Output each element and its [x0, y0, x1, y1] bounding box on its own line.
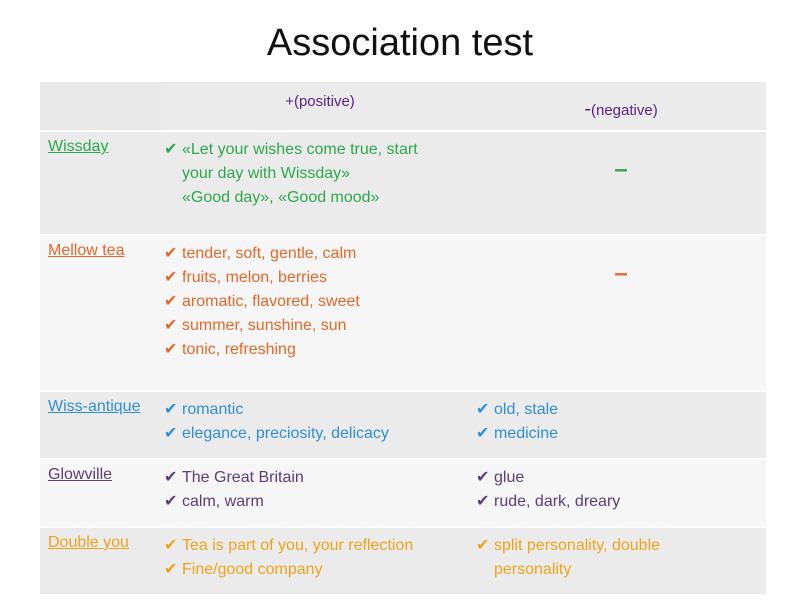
list-item: ✔ old, stale [476, 398, 766, 422]
negative-cell: ✔ glue ✔ rude, dark, dreary [476, 460, 766, 528]
header-negative-sign: - [584, 97, 591, 120]
list-item: ✔ fruits, melon, berries [164, 266, 476, 290]
list-item: ✔ tonic, refreshing [164, 338, 476, 362]
check-icon: ✔ [476, 425, 490, 442]
list-item: ✔ Fine/good company [164, 558, 476, 582]
check-icon: ✔ [164, 561, 178, 578]
dash-icon: – [614, 156, 628, 183]
association-table: +(positive) -(negative) Wissday ✔ «Let yo… [40, 82, 766, 596]
list-item: ✔ aromatic, flavored, sweet [164, 290, 476, 314]
brand-link[interactable]: Glowville [40, 460, 164, 528]
negative-cell: ✔ old, stale ✔ medicine [476, 392, 766, 460]
positive-cell: ✔ romantic ✔ elegance, preciosity, delicac… [164, 392, 476, 460]
list-item: ✔ Tea is part of you, your reflection [164, 534, 476, 558]
check-icon: ✔ [476, 493, 490, 510]
list-item: ✔ romantic [164, 398, 476, 422]
list-item: ✔ split personality, double [476, 534, 766, 558]
brand-link[interactable]: Mellow tea [40, 236, 164, 392]
table-row-wissday: Wissday ✔ «Let your wishes come true, sta… [40, 132, 766, 236]
negative-cell: – [476, 236, 766, 392]
header-negative: -(negative) [476, 82, 766, 132]
check-icon: ✔ [164, 493, 178, 510]
list-item: ✔ glue [476, 466, 766, 490]
check-icon: ✔ [164, 537, 178, 554]
check-icon: ✔ [476, 537, 490, 554]
positive-cell: ✔ Tea is part of you, your reflection ✔ Fi… [164, 528, 476, 596]
page-title: Association test [266, 22, 534, 64]
table-row-wiss-antique: Wiss-antique ✔ romantic ✔ elegance, precio… [40, 392, 766, 460]
table-row-mellow-tea: Mellow tea ✔ tender, soft, gentle, calm ✔… [40, 236, 766, 392]
header-brand-cell [40, 82, 164, 132]
positive-cell: ✔ tender, soft, gentle, calm ✔ fruits, mel… [164, 236, 476, 392]
header-negative-label: (negative) [590, 101, 658, 119]
check-icon: ✔ [164, 317, 178, 334]
dash-icon: – [614, 260, 628, 287]
list-item: ✔ «Let your wishes come true, start [164, 138, 476, 162]
header-positive-label: +(positive) [285, 92, 355, 110]
list-item: ✔ medicine [476, 422, 766, 446]
table-row-glowville: Glowville ✔ The Great Britain ✔ calm, warm… [40, 460, 766, 528]
check-icon: ✔ [164, 141, 178, 158]
check-icon: ✔ [164, 245, 178, 262]
brand-link[interactable]: Wiss-antique [40, 392, 164, 460]
positive-cell: ✔ «Let your wishes come true, start your … [164, 132, 476, 236]
list-item: ✔ The Great Britain [164, 466, 476, 490]
check-icon: ✔ [164, 425, 178, 442]
check-icon: ✔ [476, 401, 490, 418]
check-icon: ✔ [164, 401, 178, 418]
negative-cell: – [476, 132, 766, 236]
list-item: ✔ rude, dark, dreary [476, 490, 766, 514]
brand-link[interactable]: Double you [40, 528, 164, 596]
list-item: ✔ elegance, preciosity, delicacy [164, 422, 476, 446]
list-item: your day with Wissday» [182, 165, 351, 182]
header-positive: +(positive) [164, 82, 476, 132]
positive-cell: ✔ The Great Britain ✔ calm, warm [164, 460, 476, 528]
check-icon: ✔ [164, 341, 178, 358]
check-icon: ✔ [164, 269, 178, 286]
check-icon: ✔ [476, 469, 490, 486]
list-item: ✔ calm, warm [164, 490, 476, 514]
list-item: ✔ summer, sunshine, sun [164, 314, 476, 338]
header-row: +(positive) -(negative) [40, 82, 766, 132]
table-row-double-you: Double you ✔ Tea is part of you, your ref… [40, 528, 766, 596]
list-item: ✔ tender, soft, gentle, calm [164, 242, 476, 266]
check-icon: ✔ [164, 293, 178, 310]
brand-link[interactable]: Wissday [40, 132, 164, 236]
list-item: personality [494, 561, 572, 578]
list-item: «Good day», «Good mood» [182, 189, 380, 206]
check-icon: ✔ [164, 469, 178, 486]
negative-cell: ✔ split personality, double personality [476, 528, 766, 596]
